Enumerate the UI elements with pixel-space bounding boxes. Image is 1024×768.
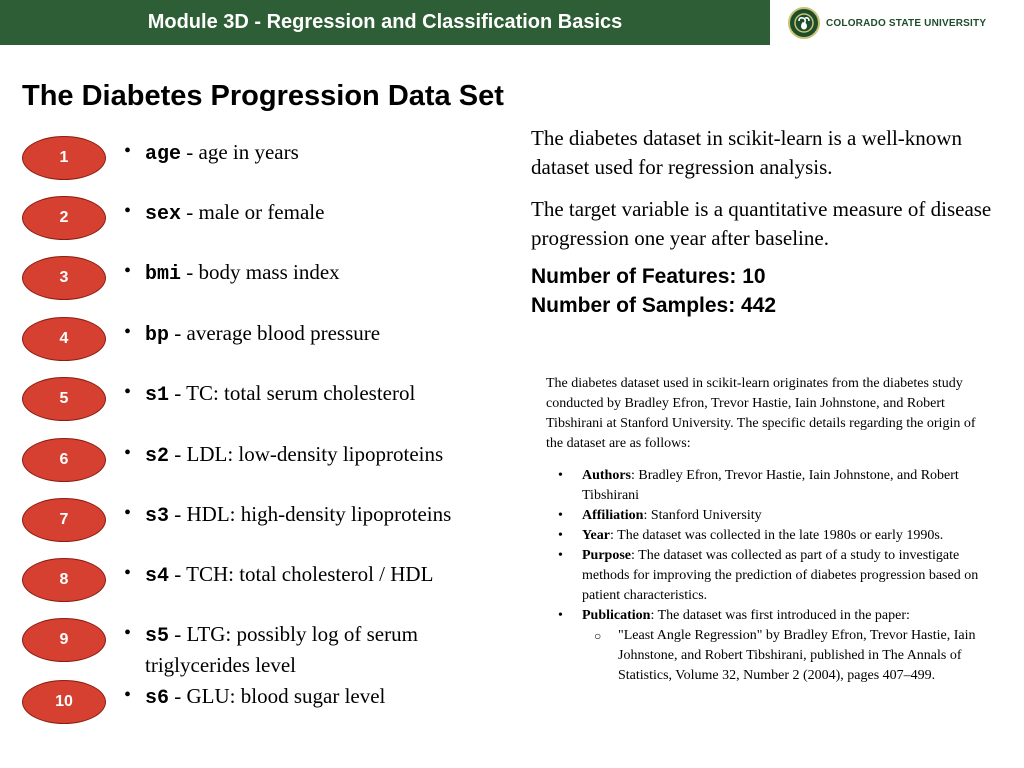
feature-item: 7 • s3 - HDL: high-density lipoproteins — [0, 498, 520, 546]
feature-desc: - average blood pressure — [169, 321, 381, 345]
university-logo: COLORADO STATE UNIVERSITY — [788, 6, 986, 40]
bullet-icon: • — [558, 528, 563, 543]
detail-label: Purpose — [582, 548, 631, 563]
list-item: • Affiliation: Stanford University — [546, 506, 996, 526]
feature-text: age - age in years — [145, 138, 517, 169]
feature-text: sex - male or female — [145, 198, 517, 229]
feature-text: bmi - body mass index — [145, 258, 517, 289]
feature-item: 5 • s1 - TC: total serum cholesterol — [0, 377, 520, 425]
feature-number-badge: 1 — [22, 136, 106, 180]
feature-code: s2 — [145, 445, 170, 468]
detail-label: Year — [582, 528, 610, 543]
detail-text: : The dataset was collected as part of a… — [582, 548, 979, 603]
publication-reference: "Least Angle Regression" by Bradley Efro… — [618, 628, 976, 683]
ram-seal-icon — [788, 7, 820, 39]
header-banner — [0, 0, 770, 45]
bullet-icon: • — [124, 260, 132, 282]
hollow-bullet-icon: ○ — [594, 629, 602, 643]
bullet-icon: • — [124, 622, 132, 644]
feature-item: 4 • bp - average blood pressure — [0, 317, 520, 365]
bullet-icon: • — [124, 502, 132, 524]
feature-code: sex — [145, 203, 182, 226]
bullet-icon: • — [124, 562, 132, 584]
origin-details-list: • Authors: Bradley Efron, Trevor Hastie, … — [546, 466, 996, 686]
detail-text: : The dataset was collected in the late … — [610, 528, 944, 543]
feature-item: 8 • s4 - TCH: total cholesterol / HDL — [0, 558, 520, 606]
feature-item: 1 • age - age in years — [0, 136, 520, 184]
feature-text: s5 - LTG: possibly log of serum triglyce… — [145, 620, 475, 680]
detail-label: Authors — [582, 468, 632, 483]
bullet-icon: • — [558, 468, 563, 483]
bullet-icon: • — [124, 140, 132, 162]
feature-item: 2 • sex - male or female — [0, 196, 520, 244]
bullet-icon: • — [558, 608, 563, 623]
feature-item: 3 • bmi - body mass index — [0, 256, 520, 304]
bullet-icon: • — [124, 381, 132, 403]
publication-sublist: ○ "Least Angle Regression" by Bradley Efr… — [582, 626, 996, 686]
feature-number-badge: 2 — [22, 196, 106, 240]
feature-number-badge: 4 — [22, 317, 106, 361]
feature-desc: - age in years — [181, 140, 299, 164]
feature-item: 6 • s2 - LDL: low-density lipoproteins — [0, 438, 520, 486]
feature-item: 10 • s6 - GLU: blood sugar level — [0, 680, 520, 728]
list-item: • Publication: The dataset was first intr… — [546, 606, 996, 686]
feature-desc: - male or female — [181, 200, 325, 224]
feature-number-badge: 10 — [22, 680, 106, 724]
feature-code: s1 — [145, 384, 170, 407]
detail-label: Publication — [582, 608, 651, 623]
dataset-description: The diabetes dataset in scikit-learn is … — [531, 126, 962, 179]
origin-intro: The diabetes dataset used in scikit-lear… — [546, 376, 976, 451]
feature-desc: - HDL: high-density lipoproteins — [169, 502, 452, 526]
samples-count: Number of Samples: 442 — [531, 294, 777, 317]
target-description: The target variable is a quantitative me… — [531, 197, 992, 250]
feature-text: s2 - LDL: low-density lipoproteins — [145, 440, 517, 471]
detail-text: : Bradley Efron, Trevor Hastie, Iain Joh… — [582, 468, 959, 503]
bullet-icon: • — [124, 442, 132, 464]
feature-code: age — [145, 143, 182, 166]
feature-text: bp - average blood pressure — [145, 319, 517, 350]
list-item: ○ "Least Angle Regression" by Bradley Efr… — [582, 626, 996, 686]
feature-number-badge: 5 — [22, 377, 106, 421]
feature-number-badge: 6 — [22, 438, 106, 482]
feature-number-badge: 9 — [22, 618, 106, 662]
feature-number-badge: 3 — [22, 256, 106, 300]
feature-code: bp — [145, 324, 170, 347]
feature-number-badge: 8 — [22, 558, 106, 602]
feature-desc: - LDL: low-density lipoproteins — [169, 442, 444, 466]
list-item: • Year: The dataset was collected in the … — [546, 526, 996, 546]
detail-label: Affiliation — [582, 508, 644, 523]
feature-text: s3 - HDL: high-density lipoproteins — [145, 500, 517, 531]
feature-number-badge: 7 — [22, 498, 106, 542]
feature-desc: - GLU: blood sugar level — [169, 684, 386, 708]
feature-desc: - body mass index — [181, 260, 340, 284]
list-item: • Purpose: The dataset was collected as p… — [546, 546, 996, 606]
bullet-icon: • — [124, 684, 132, 706]
feature-text: s1 - TC: total serum cholesterol — [145, 379, 517, 410]
module-title: Module 3D - Regression and Classificatio… — [147, 11, 623, 33]
detail-text: : Stanford University — [643, 508, 762, 523]
feature-desc: - TC: total serum cholesterol — [169, 381, 416, 405]
feature-code: s4 — [145, 565, 170, 588]
bullet-icon: • — [124, 321, 132, 343]
university-name: COLORADO STATE UNIVERSITY — [826, 17, 987, 29]
dataset-stats: Number of Features: 10 Number of Samples… — [531, 262, 776, 320]
bullet-icon: • — [124, 200, 132, 222]
page-title: The Diabetes Progression Data Set — [22, 80, 504, 112]
feature-desc: - LTG: possibly log of serum triglycerid… — [145, 622, 418, 677]
feature-item: 9 • s5 - LTG: possibly log of serum trig… — [0, 618, 520, 677]
list-item: • Authors: Bradley Efron, Trevor Hastie, … — [546, 466, 996, 506]
feature-text: s4 - TCH: total cholesterol / HDL — [145, 560, 517, 591]
feature-code: s5 — [145, 625, 170, 648]
detail-text: : The dataset was first introduced in th… — [650, 608, 910, 623]
feature-code: s6 — [145, 687, 170, 710]
feature-code: bmi — [145, 263, 182, 286]
feature-code: s3 — [145, 505, 170, 528]
bullet-icon: • — [558, 548, 563, 563]
features-count: Number of Features: 10 — [531, 265, 766, 288]
bullet-icon: • — [558, 508, 563, 523]
feature-desc: - TCH: total cholesterol / HDL — [169, 562, 434, 586]
feature-text: s6 - GLU: blood sugar level — [145, 682, 517, 713]
